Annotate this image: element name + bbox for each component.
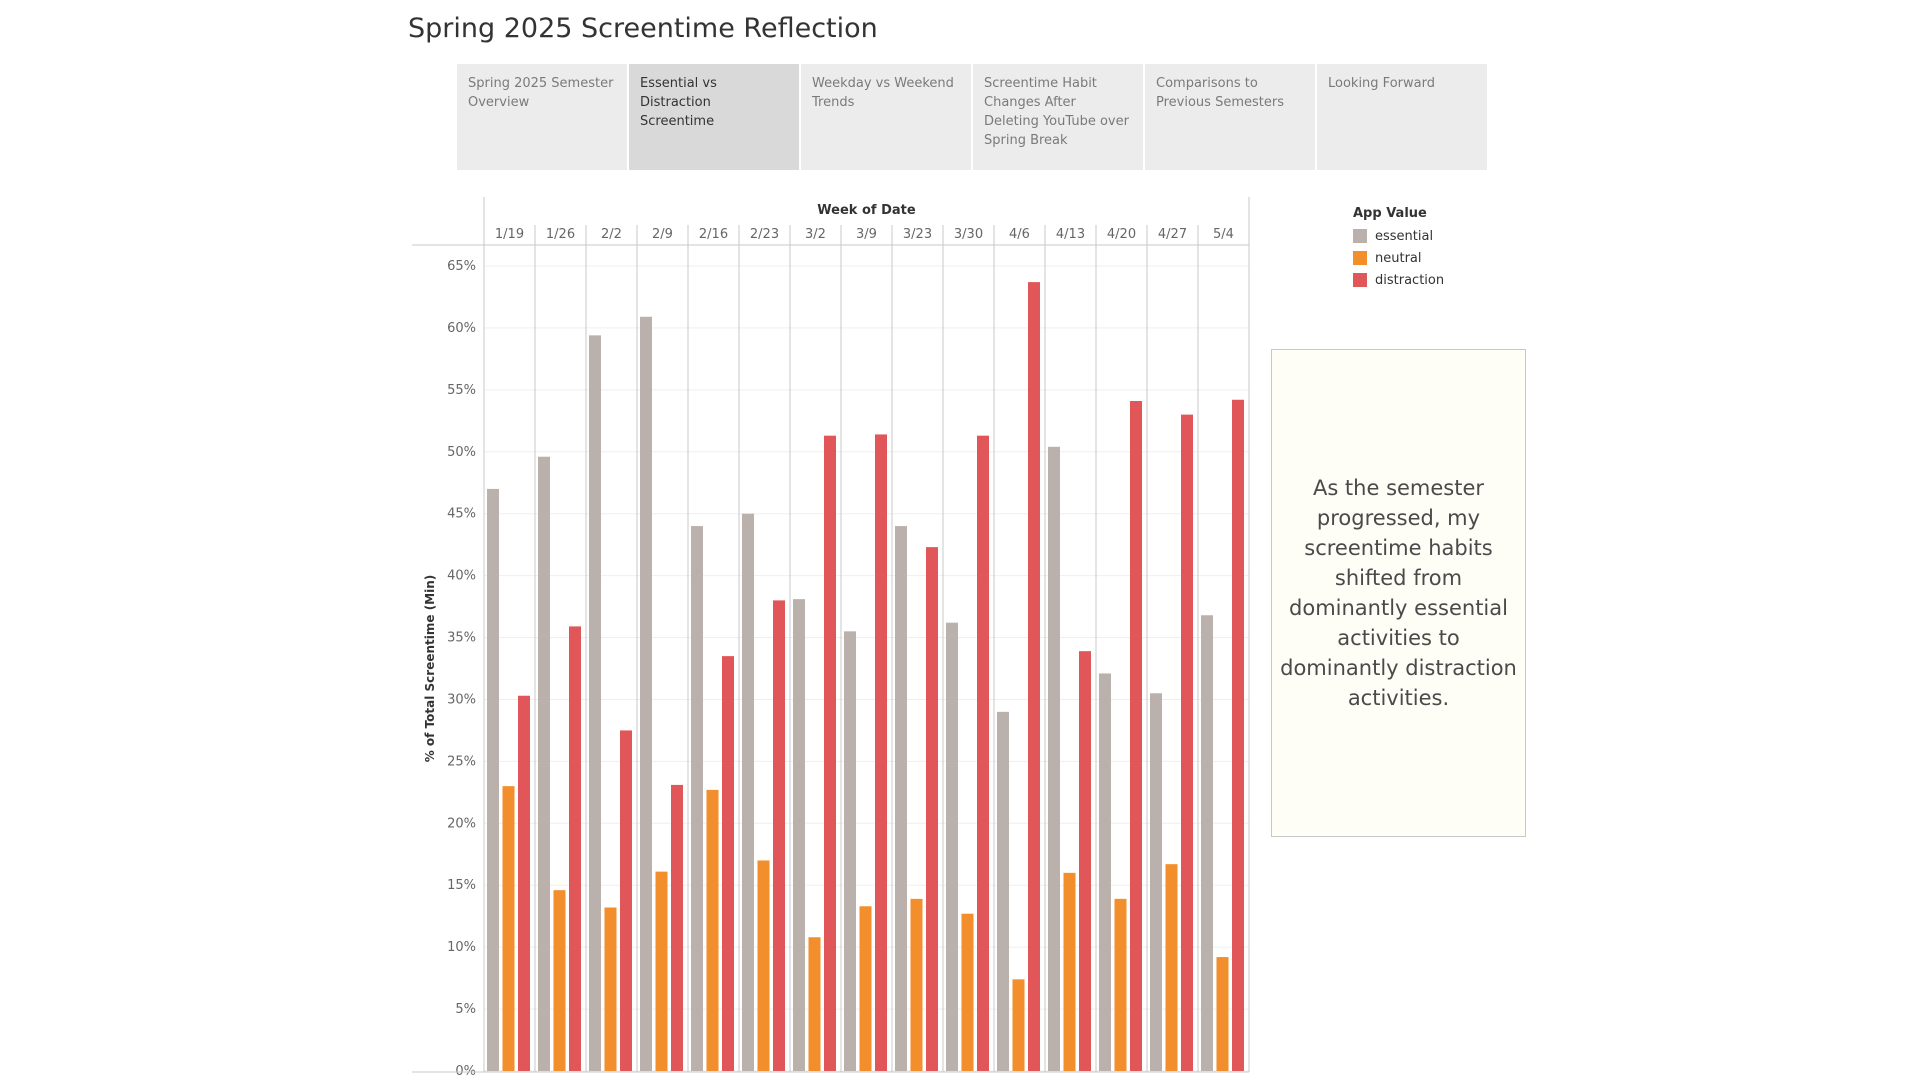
bar-essential	[1201, 615, 1213, 1071]
x-tick-label: 1/19	[495, 227, 524, 242]
legend-swatch-distraction	[1353, 273, 1367, 287]
annotation-box: As the semester progressed, my screentim…	[1271, 349, 1526, 837]
bar-neutral	[1063, 872, 1076, 1071]
story-tabs: Spring 2025 Semester Overview Essential …	[457, 64, 1489, 170]
bar-essential	[1150, 693, 1162, 1071]
bar-neutral	[1012, 979, 1025, 1071]
bar-distraction	[1028, 282, 1040, 1072]
y-tick-label: 25%	[447, 754, 476, 769]
bar-essential	[946, 622, 958, 1071]
legend-label-essential: essential	[1375, 228, 1434, 244]
bar-neutral	[859, 906, 872, 1071]
x-tick-label: 3/23	[903, 227, 932, 242]
bar-distraction	[773, 600, 785, 1071]
y-tick-label: 35%	[447, 631, 476, 646]
bar-distraction	[1181, 414, 1193, 1072]
y-tick-label: 60%	[447, 321, 476, 336]
legend: App Value essential neutral distraction	[1353, 206, 1444, 291]
x-tick-label: 2/23	[750, 227, 779, 242]
bar-neutral	[553, 890, 566, 1071]
x-tick-label: 4/13	[1056, 227, 1085, 242]
bar-distraction	[875, 434, 887, 1071]
y-tick-label: 30%	[447, 692, 476, 707]
y-axis-title: % of Total Screentime (Min)	[423, 575, 437, 763]
y-tick-label: 10%	[447, 940, 476, 955]
x-tick-label: 2/16	[699, 227, 728, 242]
y-tick-label: 45%	[447, 507, 476, 522]
x-tick-label: 4/27	[1158, 227, 1187, 242]
bar-distraction	[1079, 651, 1091, 1071]
y-tick-label: 20%	[447, 816, 476, 831]
bar-distraction	[569, 626, 581, 1071]
bar-distraction	[1130, 400, 1142, 1071]
x-tick-label: 5/4	[1213, 227, 1234, 242]
bar-essential	[538, 456, 550, 1071]
bar-essential	[1048, 446, 1060, 1071]
legend-label-neutral: neutral	[1375, 250, 1422, 266]
y-tick-label: 15%	[447, 878, 476, 893]
bar-essential	[1099, 673, 1111, 1071]
y-tick-label: 5%	[455, 1002, 476, 1017]
bar-essential	[895, 526, 907, 1071]
bar-essential	[691, 526, 703, 1071]
bar-essential	[742, 513, 754, 1071]
x-axis-title: Week of Date	[817, 203, 916, 218]
tab-looking-forward[interactable]: Looking Forward	[1317, 64, 1487, 170]
bar-neutral	[910, 898, 923, 1071]
x-tick-label: 4/20	[1107, 227, 1136, 242]
bar-neutral	[961, 913, 974, 1071]
bar-distraction	[671, 784, 683, 1071]
bar-distraction	[1232, 399, 1244, 1071]
legend-item-distraction[interactable]: distraction	[1353, 269, 1444, 291]
bar-neutral	[1165, 864, 1178, 1071]
bar-essential	[793, 599, 805, 1071]
tab-youtube-habit-changes[interactable]: Screentime Habit Changes After Deleting …	[973, 64, 1143, 170]
bar-essential	[640, 316, 652, 1071]
bar-distraction	[722, 656, 734, 1071]
y-tick-label: 55%	[447, 383, 476, 398]
bar-neutral	[808, 937, 821, 1071]
page-title: Spring 2025 Screentime Reflection	[408, 13, 878, 44]
x-tick-label: 1/26	[546, 227, 575, 242]
legend-swatch-essential	[1353, 229, 1367, 243]
y-tick-label: 50%	[447, 445, 476, 460]
bar-neutral	[706, 789, 719, 1071]
bar-neutral	[604, 907, 617, 1071]
bar-neutral	[502, 786, 515, 1071]
bar-distraction	[824, 435, 836, 1072]
x-tick-label: 2/9	[652, 227, 673, 242]
legend-label-distraction: distraction	[1375, 272, 1445, 288]
x-tick-label: 3/2	[805, 227, 826, 242]
legend-title: App Value	[1353, 206, 1427, 221]
x-tick-label: 3/9	[856, 227, 877, 242]
bar-distraction	[620, 730, 632, 1071]
bar-distraction	[977, 435, 989, 1072]
bar-essential	[589, 335, 601, 1071]
bar-distraction	[518, 695, 530, 1071]
annotation-text: As the semester progressed, my screentim…	[1280, 476, 1517, 710]
bar-essential	[487, 488, 499, 1071]
bar-neutral	[1216, 957, 1229, 1071]
y-tick-label: 65%	[447, 259, 476, 274]
bar-neutral	[757, 860, 770, 1071]
bar-distraction	[926, 547, 938, 1071]
tab-semester-overview[interactable]: Spring 2025 Semester Overview	[457, 64, 627, 170]
legend-swatch-neutral	[1353, 251, 1367, 265]
x-tick-label: 2/2	[601, 227, 622, 242]
tab-previous-semesters[interactable]: Comparisons to Previous Semesters	[1145, 64, 1315, 170]
x-tick-label: 4/6	[1009, 227, 1030, 242]
bar-essential	[997, 711, 1009, 1071]
tab-essential-vs-distraction[interactable]: Essential vs Distraction Screentime	[629, 64, 799, 170]
x-tick-label: 3/30	[954, 227, 983, 242]
legend-item-neutral[interactable]: neutral	[1353, 247, 1444, 269]
bar-essential	[844, 631, 856, 1071]
legend-item-essential[interactable]: essential	[1353, 225, 1444, 247]
bar-neutral	[1114, 898, 1127, 1071]
tab-weekday-vs-weekend[interactable]: Weekday vs Weekend Trends	[801, 64, 971, 170]
bar-neutral	[655, 871, 668, 1071]
y-tick-label: 40%	[447, 569, 476, 584]
